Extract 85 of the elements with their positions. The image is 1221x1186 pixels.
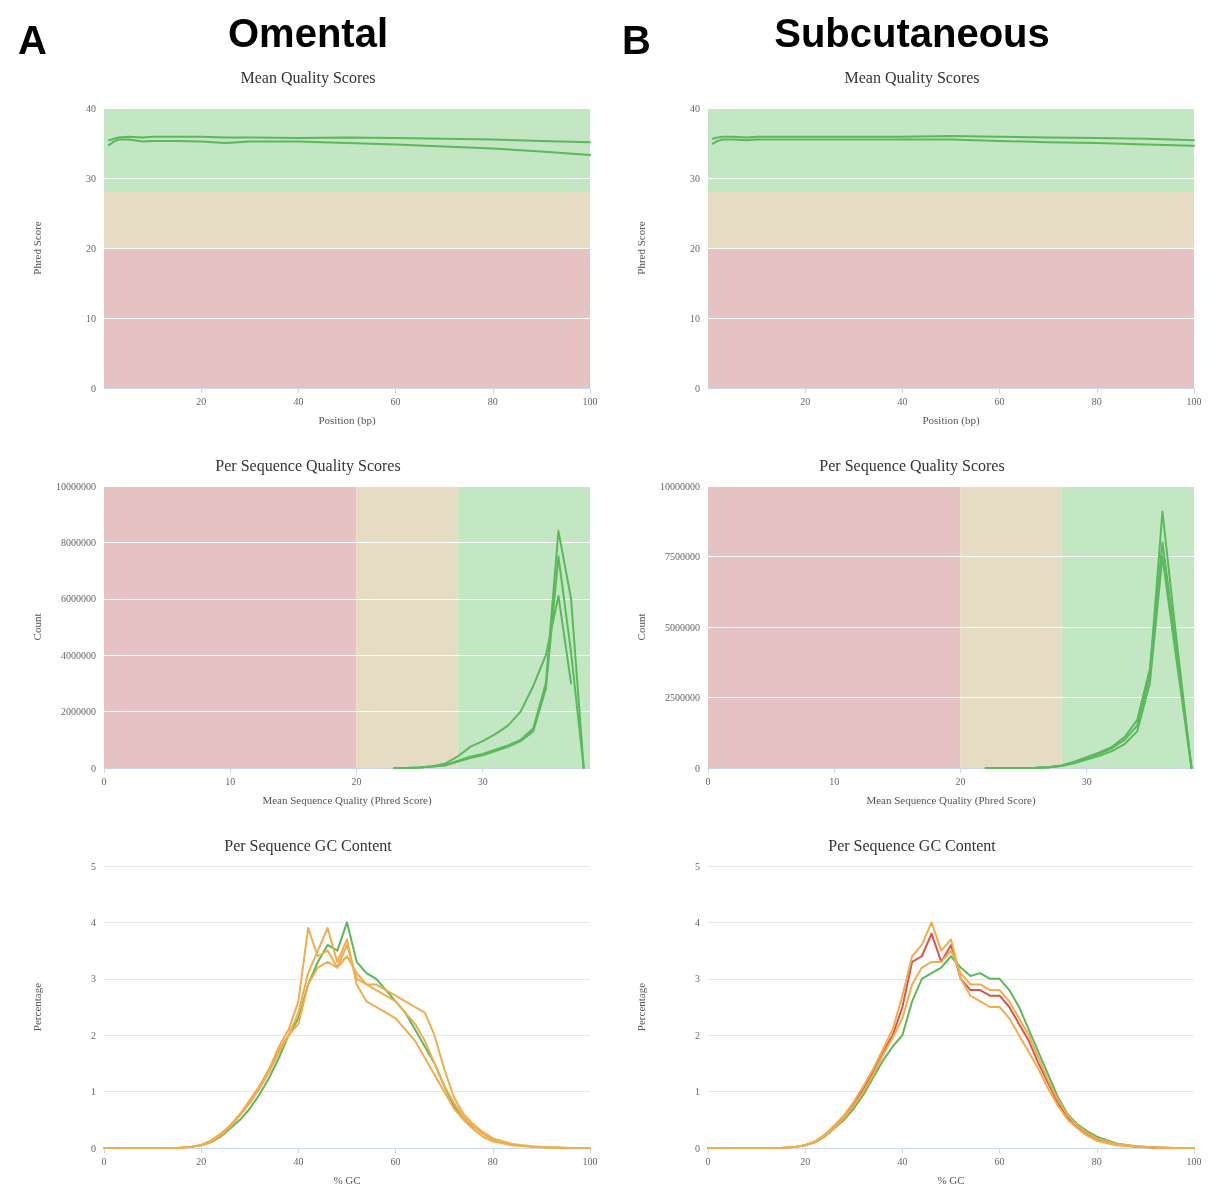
x-tick-label: 20 bbox=[800, 395, 811, 407]
x-tick-label: 40 bbox=[897, 395, 908, 407]
x-tick-label: 40 bbox=[897, 1155, 908, 1167]
x-tick-label: 100 bbox=[1186, 395, 1202, 407]
chart-subtitle: Mean Quality Scores bbox=[844, 68, 980, 87]
x-axis-title: % GC bbox=[333, 1173, 361, 1186]
x-tick-label: 60 bbox=[994, 395, 1005, 407]
y-axis-title: Percentage bbox=[30, 982, 43, 1032]
x-tick-label: 10 bbox=[225, 775, 236, 787]
x-tick-label: 60 bbox=[390, 1155, 401, 1167]
x-tick-label: 40 bbox=[293, 1155, 304, 1167]
y-tick-label: 7500000 bbox=[665, 551, 700, 562]
chart-subtitle: Mean Quality Scores bbox=[240, 68, 376, 87]
y-tick-label: 0 bbox=[91, 762, 96, 774]
x-tick-label: 20 bbox=[800, 1155, 811, 1167]
x-tick-label: 80 bbox=[1091, 395, 1102, 407]
x-tick-label: 0 bbox=[101, 1155, 107, 1167]
chart-title: Per Sequence GC Content bbox=[224, 836, 393, 855]
chart-title: Per Sequence GC Content bbox=[828, 836, 997, 855]
y-tick-label: 2 bbox=[91, 1029, 96, 1041]
x-tick-label: 100 bbox=[582, 1155, 598, 1167]
x-tick-label: 20 bbox=[196, 395, 207, 407]
x-tick-label: 20 bbox=[351, 775, 362, 787]
y-tick-label: 1 bbox=[91, 1086, 96, 1098]
y-axis-title: Percentage bbox=[634, 982, 647, 1032]
y-tick-label: 10 bbox=[690, 312, 700, 324]
x-tick-label: 30 bbox=[477, 775, 488, 787]
y-tick-label: 30 bbox=[86, 172, 96, 184]
x-axis-title: Mean Sequence Quality (Phred Score) bbox=[866, 793, 1036, 807]
y-tick-label: 0 bbox=[695, 1142, 700, 1154]
y-tick-label: 4 bbox=[91, 916, 96, 928]
y-tick-label: 4 bbox=[695, 916, 700, 928]
y-tick-label: 0 bbox=[91, 1142, 96, 1154]
y-tick-label: 20 bbox=[690, 242, 700, 254]
x-tick-label: 0 bbox=[705, 1155, 711, 1167]
x-axis-title: Position (bp) bbox=[318, 413, 376, 427]
y-tick-label: 3 bbox=[695, 973, 700, 985]
x-tick-label: 40 bbox=[293, 395, 304, 407]
y-tick-label: 2000000 bbox=[61, 706, 96, 718]
y-axis-title: Count bbox=[634, 613, 647, 641]
y-tick-label: 10 bbox=[86, 312, 96, 324]
y-axis-title: Phred Score bbox=[634, 221, 647, 275]
y-axis-title: Phred Score bbox=[30, 221, 43, 275]
y-tick-label: 0 bbox=[695, 382, 700, 394]
y-tick-label: 6000000 bbox=[61, 593, 96, 605]
y-tick-label: 40 bbox=[86, 102, 96, 114]
x-tick-label: 80 bbox=[487, 1155, 498, 1167]
x-tick-label: 100 bbox=[582, 395, 598, 407]
y-tick-label: 0 bbox=[91, 382, 96, 394]
y-axis-title: Count bbox=[30, 613, 43, 641]
text: A bbox=[18, 18, 47, 62]
x-tick-label: 80 bbox=[487, 395, 498, 407]
x-tick-label: 0 bbox=[101, 775, 107, 787]
y-tick-label: 2500000 bbox=[665, 692, 700, 703]
chart-title: Per Sequence Quality Scores bbox=[215, 456, 401, 475]
x-tick-label: 100 bbox=[1186, 1155, 1202, 1167]
y-tick-label: 10000000 bbox=[660, 480, 700, 492]
x-tick-label: 20 bbox=[955, 775, 966, 787]
y-tick-label: 1 bbox=[695, 1086, 700, 1098]
x-tick-label: 0 bbox=[705, 775, 711, 787]
y-tick-label: 20 bbox=[86, 242, 96, 254]
y-tick-label: 2 bbox=[695, 1029, 700, 1041]
x-axis-title: % GC bbox=[937, 1173, 965, 1186]
y-tick-label: 40 bbox=[690, 102, 700, 114]
y-tick-label: 5 bbox=[695, 860, 700, 872]
y-tick-label: 30 bbox=[690, 172, 700, 184]
x-tick-label: 80 bbox=[1091, 1155, 1102, 1167]
y-tick-label: 3 bbox=[91, 973, 96, 985]
chart-title: Omental bbox=[227, 11, 389, 55]
y-tick-label: 5000000 bbox=[665, 621, 700, 633]
y-tick-label: 4000000 bbox=[61, 649, 96, 661]
chart-title: Per Sequence Quality Scores bbox=[819, 456, 1005, 475]
x-axis-title: Mean Sequence Quality (Phred Score) bbox=[262, 793, 432, 807]
x-tick-label: 60 bbox=[390, 395, 401, 407]
x-tick-label: 60 bbox=[994, 1155, 1005, 1167]
y-tick-label: 10000000 bbox=[56, 480, 96, 492]
text: B bbox=[622, 18, 651, 62]
x-tick-label: 30 bbox=[1081, 775, 1092, 787]
y-tick-label: 8000000 bbox=[61, 536, 96, 548]
x-tick-label: 10 bbox=[829, 775, 840, 787]
y-tick-label: 0 bbox=[695, 762, 700, 774]
y-tick-label: 5 bbox=[91, 860, 96, 872]
chart-title: Subcutaneous bbox=[774, 11, 1050, 55]
x-tick-label: 20 bbox=[196, 1155, 207, 1167]
x-axis-title: Position (bp) bbox=[922, 413, 980, 427]
